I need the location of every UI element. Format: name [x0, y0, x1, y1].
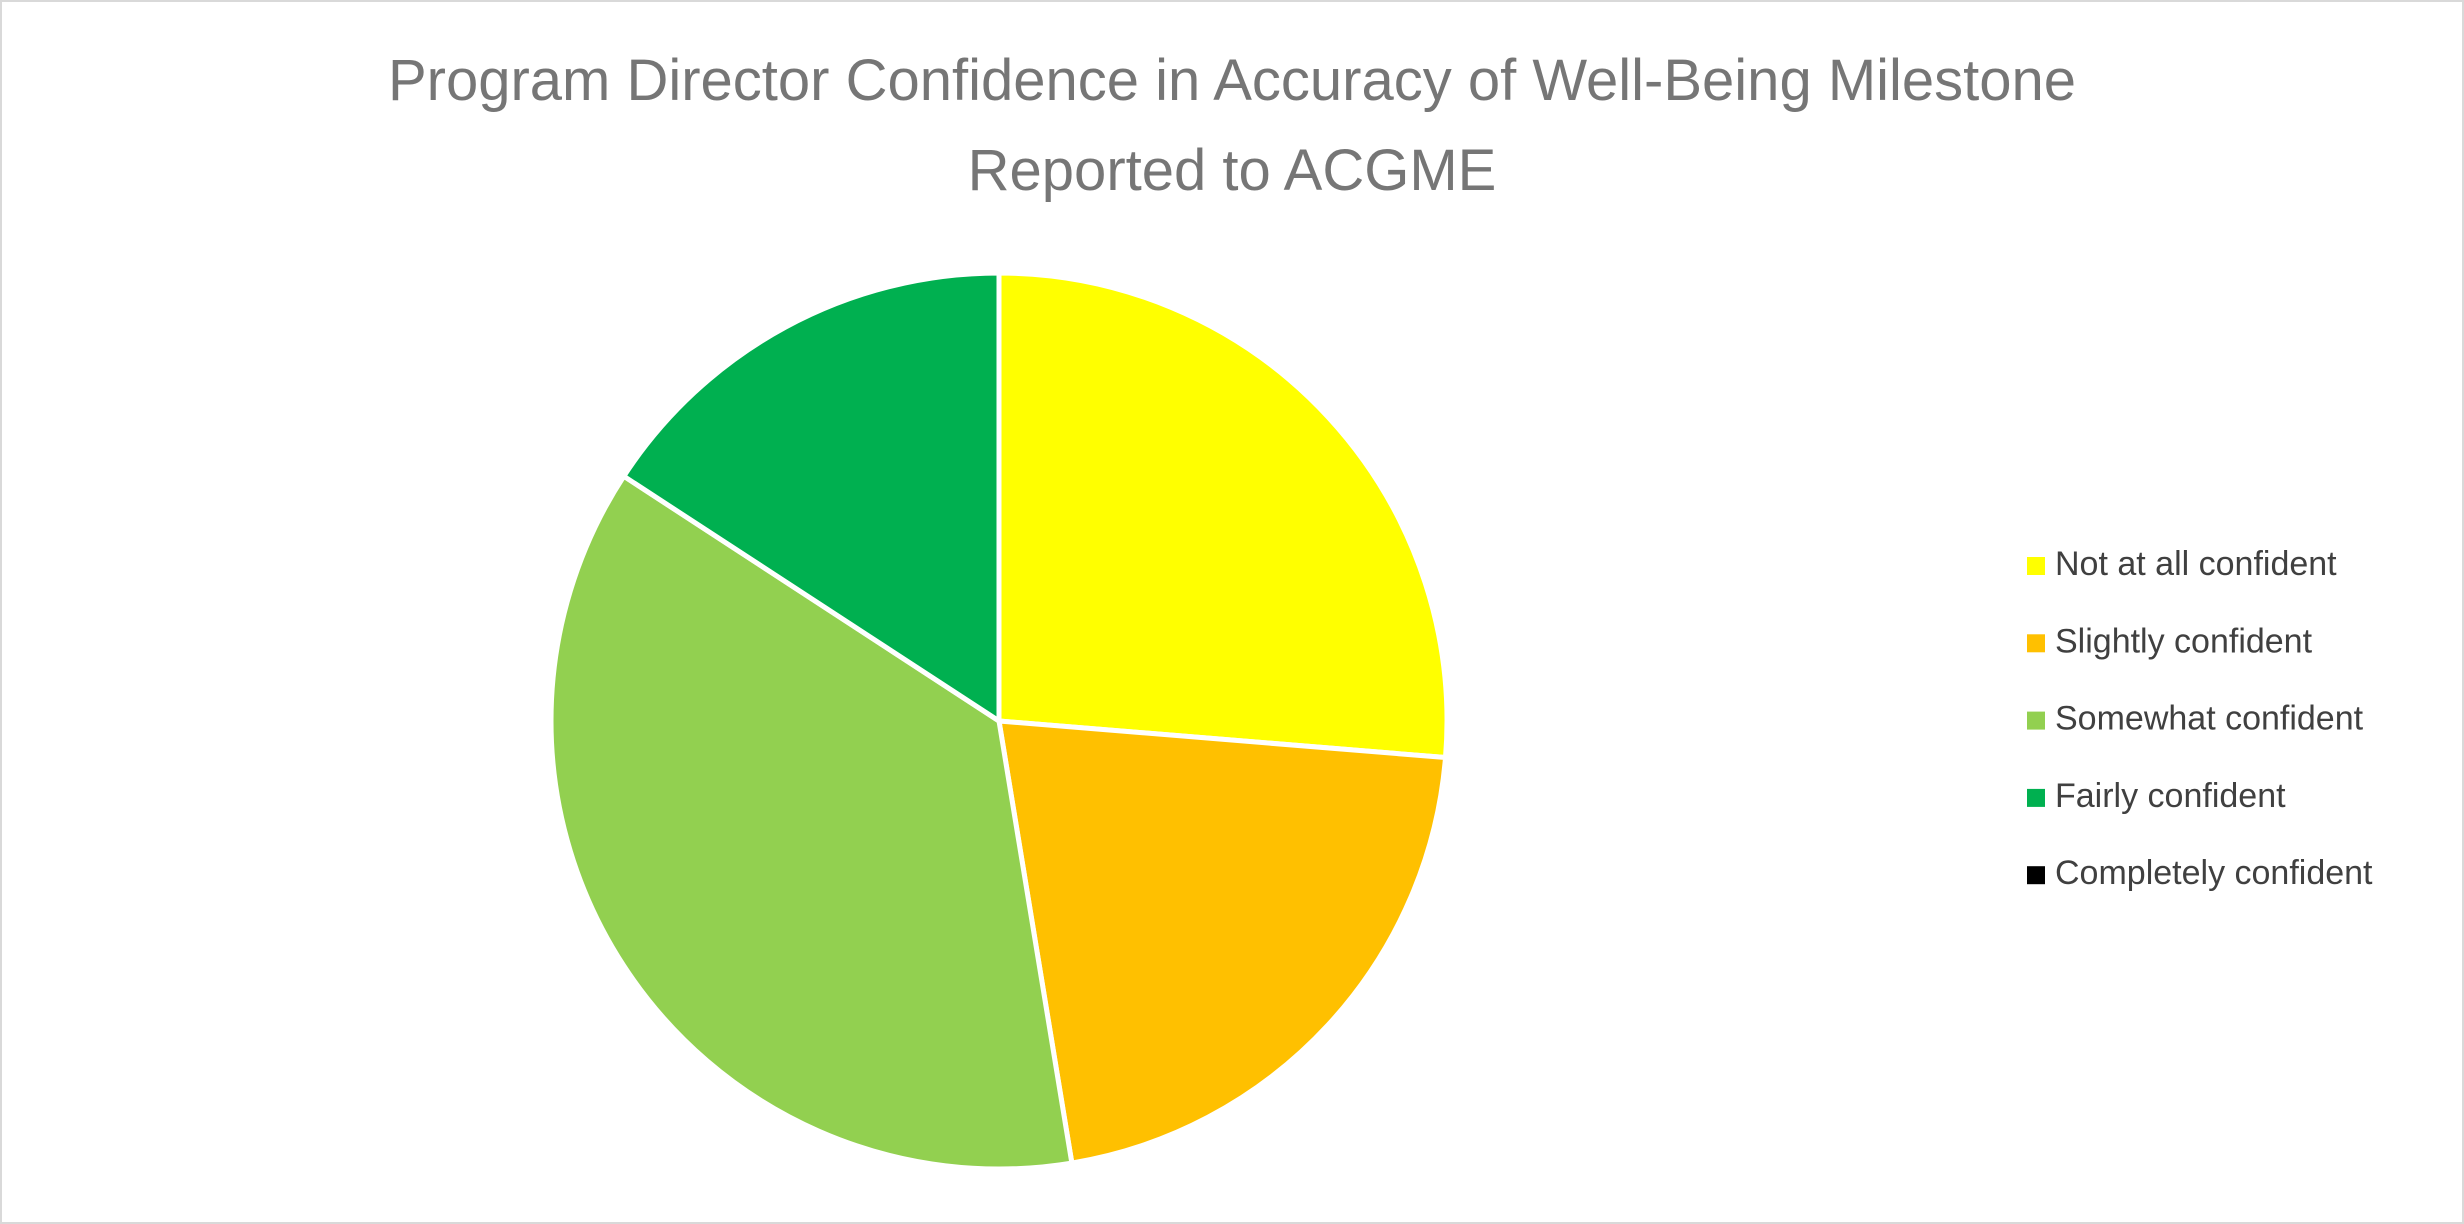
- pie-slice: [621, 270, 1002, 724]
- pie-slice: [996, 718, 1449, 1166]
- legend-swatch: [2027, 711, 2045, 730]
- legend-label: Not at all confident: [2055, 545, 2337, 583]
- legend-label: Completely confident: [2055, 854, 2373, 892]
- chart-title: Reported to ACGME: [968, 138, 1497, 203]
- legend-swatch: [2027, 634, 2045, 653]
- chart-title: Program Director Confidence in Accuracy …: [388, 48, 2076, 113]
- legend-label: Somewhat confident: [2055, 700, 2364, 738]
- pie-slice: [996, 270, 1450, 761]
- legend-label: Slightly confident: [2055, 622, 2313, 660]
- legend-swatch: [2027, 788, 2045, 807]
- legend-swatch: [2027, 557, 2045, 575]
- legend-label: Fairly confident: [2055, 777, 2286, 815]
- legend-swatch: [2027, 866, 2045, 885]
- pie-slice: [548, 473, 1075, 1172]
